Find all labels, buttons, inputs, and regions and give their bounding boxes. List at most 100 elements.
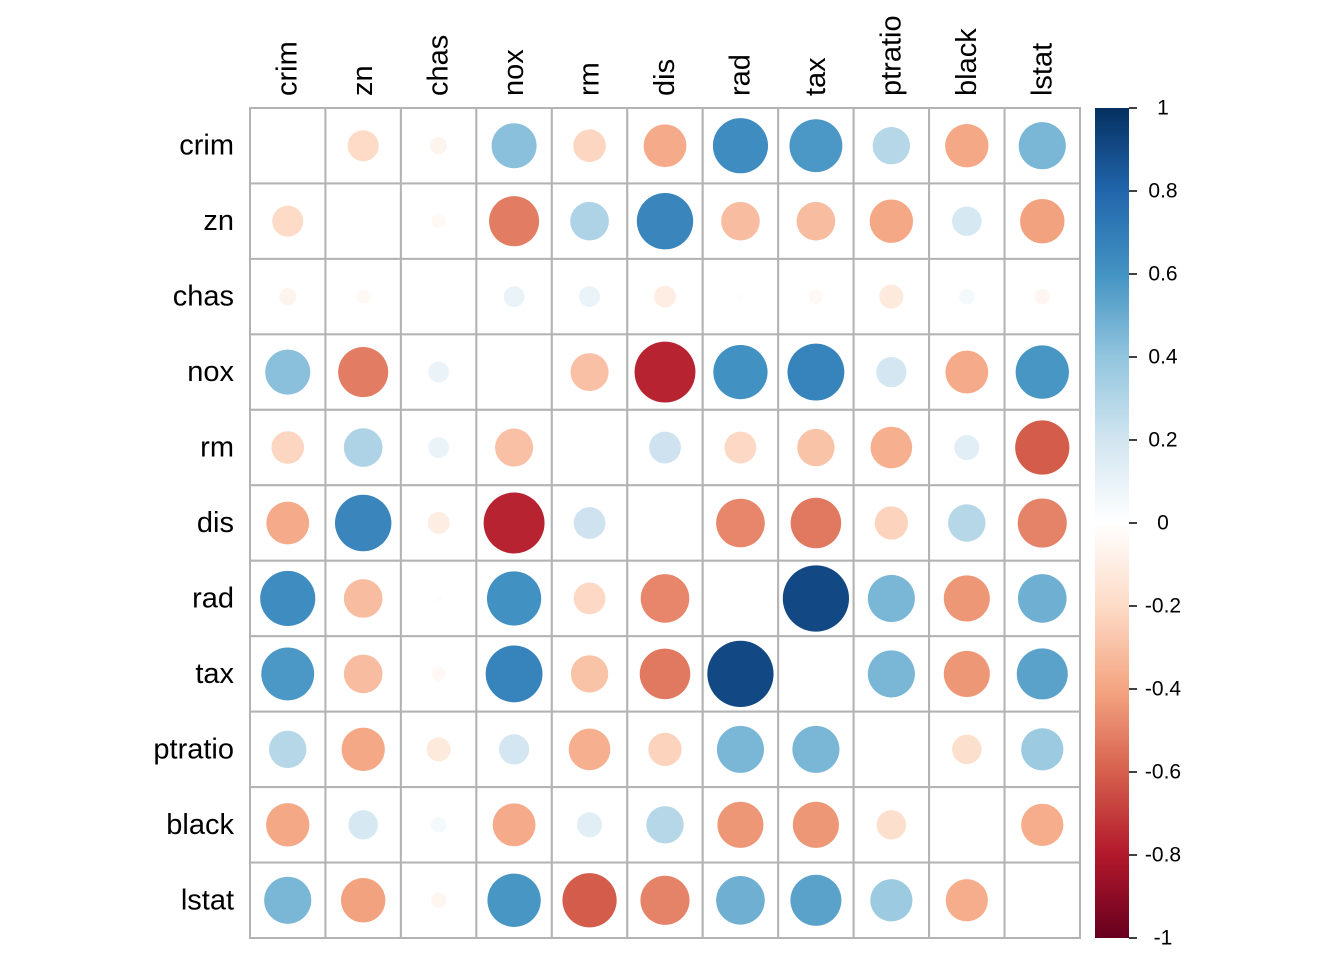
cell-rm-rm	[550, 408, 629, 487]
circle-rm-chas	[428, 437, 450, 458]
circle-tax-rad	[707, 640, 774, 708]
circle-ptratio-tax	[792, 725, 840, 773]
circle-rm-nox	[495, 428, 534, 467]
column-label-dis: dis	[649, 59, 681, 96]
row-label-zn: zn	[203, 205, 234, 237]
column-label-tax: tax	[800, 57, 832, 96]
column-label-black: black	[951, 28, 983, 96]
circle-crim-tax	[789, 119, 843, 173]
colorbar-tick-label: 1	[1157, 97, 1169, 120]
circle-black-nox	[492, 803, 536, 847]
circle-nox-rad	[713, 344, 768, 400]
circle-tax-crim	[261, 647, 315, 701]
colorbar: 1 0.8 0.6 0.4 0.2 0 -0.2 -0.4 -0.6 -0.8 -1	[1095, 97, 1181, 950]
cell-rad-lstat	[1003, 559, 1082, 638]
circle-rad-black	[943, 575, 990, 622]
circle-chas-nox	[503, 286, 525, 308]
circle-ptratio-lstat	[1021, 728, 1064, 771]
circle-tax-lstat	[1016, 648, 1068, 700]
circle-dis-rm	[573, 507, 606, 539]
circle-nox-crim	[265, 349, 311, 395]
circle-dis-chas	[427, 512, 450, 534]
circle-ptratio-rad	[716, 725, 765, 773]
circle-rm-dis	[649, 431, 681, 464]
circle-rm-tax	[797, 428, 835, 467]
circle-rad-nox	[486, 571, 542, 626]
circle-chas-rad	[736, 293, 744, 301]
colorbar-tick-label: 0.4	[1148, 346, 1178, 369]
circle-lstat-crim	[264, 876, 312, 924]
circle-nox-chas	[428, 361, 450, 383]
circle-chas-dis	[654, 285, 676, 308]
circle-zn-ptratio	[869, 199, 914, 243]
row-label-rm: rm	[200, 432, 234, 464]
circle-zn-chas	[431, 214, 446, 229]
cell-zn-lstat	[1003, 182, 1082, 260]
correlation-circles	[260, 118, 1070, 928]
circle-rad-chas	[435, 594, 443, 602]
circle-chas-ptratio	[879, 284, 904, 309]
colorbar-tick-label: -0.8	[1145, 844, 1181, 867]
circle-rm-ptratio	[870, 426, 913, 469]
circle-dis-rad	[716, 498, 765, 548]
circle-rad-ptratio	[867, 574, 915, 623]
circle-dis-tax	[790, 497, 842, 549]
circle-black-crim	[266, 803, 310, 847]
row-label-lstat: lstat	[181, 884, 234, 916]
circle-lstat-black	[945, 879, 988, 922]
circle-dis-nox	[483, 492, 545, 554]
circle-ptratio-dis	[648, 732, 682, 767]
cell-ptratio-ptratio	[852, 710, 931, 789]
circle-crim-rad	[712, 118, 769, 174]
circle-rm-lstat	[1015, 420, 1070, 475]
circle-nox-lstat	[1015, 345, 1069, 399]
circle-crim-nox	[491, 123, 537, 169]
circle-zn-crim	[272, 205, 304, 237]
circle-dis-black	[948, 504, 986, 542]
circle-rad-crim	[260, 570, 316, 627]
cell-dis-dis	[626, 484, 704, 562]
colorbar-tick-label: -0.4	[1145, 678, 1182, 701]
circle-rm-crim	[271, 431, 305, 464]
circle-dis-lstat	[1017, 498, 1067, 548]
circle-zn-black	[952, 206, 982, 236]
circle-black-chas	[430, 817, 447, 833]
circle-tax-dis	[639, 648, 691, 700]
circle-chas-crim	[279, 288, 297, 306]
circle-rm-zn	[343, 428, 383, 467]
circle-crim-ptratio	[872, 127, 911, 165]
circle-tax-rm	[570, 655, 609, 693]
column-label-rm: rm	[574, 62, 606, 96]
circle-rad-rm	[573, 582, 606, 615]
row-label-dis: dis	[197, 507, 234, 539]
colorbar-tick-label: 0.2	[1148, 429, 1177, 452]
column-label-rad: rad	[724, 54, 756, 96]
colorbar-tick-label: 0.6	[1148, 263, 1177, 286]
circle-rad-zn	[343, 579, 383, 618]
circle-zn-tax	[796, 201, 836, 241]
circle-lstat-ptratio	[870, 879, 913, 922]
circle-zn-nox	[489, 196, 540, 247]
circle-zn-rad	[721, 201, 760, 241]
circle-crim-dis	[643, 124, 687, 168]
cell-zn-chas	[399, 182, 478, 260]
circle-chas-tax	[808, 289, 823, 304]
circle-crim-black	[945, 124, 989, 168]
column-label-nox: nox	[498, 49, 530, 96]
circle-lstat-nox	[487, 873, 541, 927]
circle-lstat-tax	[790, 874, 842, 926]
circle-tax-chas	[431, 666, 446, 681]
cell-black-black	[928, 786, 1006, 864]
circle-nox-dis	[634, 341, 696, 403]
circle-crim-chas	[430, 137, 448, 155]
circle-rm-black	[954, 435, 980, 461]
circle-crim-lstat	[1018, 122, 1066, 170]
circle-ptratio-nox	[498, 734, 530, 765]
circle-lstat-chas	[430, 892, 447, 909]
cell-chas-chas	[399, 257, 478, 336]
colorbar-tick-label: -1	[1154, 927, 1173, 950]
colorbar-gradient	[1095, 108, 1129, 938]
cell-zn-zn	[324, 182, 402, 260]
colorbar-tick-label: -0.2	[1145, 595, 1181, 618]
